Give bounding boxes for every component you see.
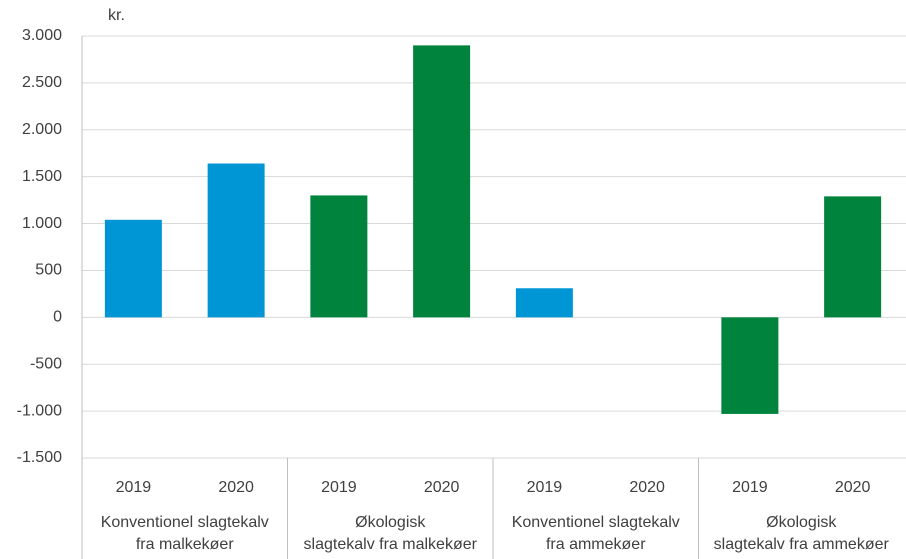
y-tick-label: -1.500 [17, 449, 62, 466]
x-tick-label: 2020 [629, 479, 665, 496]
y-tick-label: 3.000 [22, 27, 62, 44]
group-label: Økologisk slagtekalv fra ammekøer [713, 514, 889, 553]
group-label: Økologisk slagtekalv fra malkekøer [303, 514, 477, 553]
x-tick-label: 2020 [835, 479, 871, 496]
bar [207, 163, 265, 318]
y-tick-label: -1.000 [17, 402, 62, 419]
bar [413, 45, 471, 318]
bar [310, 195, 368, 318]
bar [721, 317, 779, 414]
y-tick-label: 2.000 [22, 121, 62, 138]
y-tick-label: 1.000 [22, 215, 62, 232]
bar [104, 219, 162, 318]
x-tick-label: 2019 [732, 479, 768, 496]
y-tick-label: 1.500 [22, 168, 62, 185]
y-tick-label: 2.500 [22, 74, 62, 91]
x-tick-label: 2019 [527, 479, 563, 496]
y-unit-label: kr. [108, 7, 125, 24]
y-tick-label: -500 [30, 355, 62, 372]
y-tick-label: 500 [35, 262, 62, 279]
x-tick-label: 2019 [321, 479, 357, 496]
y-tick-label: 0 [53, 309, 62, 326]
group-label: Konventionel slagtekalv fra ammekøer [511, 514, 680, 553]
bar [515, 288, 573, 318]
group-label: Konventionel slagtekalv fra malkekøer [100, 514, 269, 553]
bar [824, 196, 882, 318]
x-tick-label: 2019 [116, 479, 152, 496]
x-tick-label: 2020 [424, 479, 460, 496]
x-tick-label: 2020 [218, 479, 254, 496]
